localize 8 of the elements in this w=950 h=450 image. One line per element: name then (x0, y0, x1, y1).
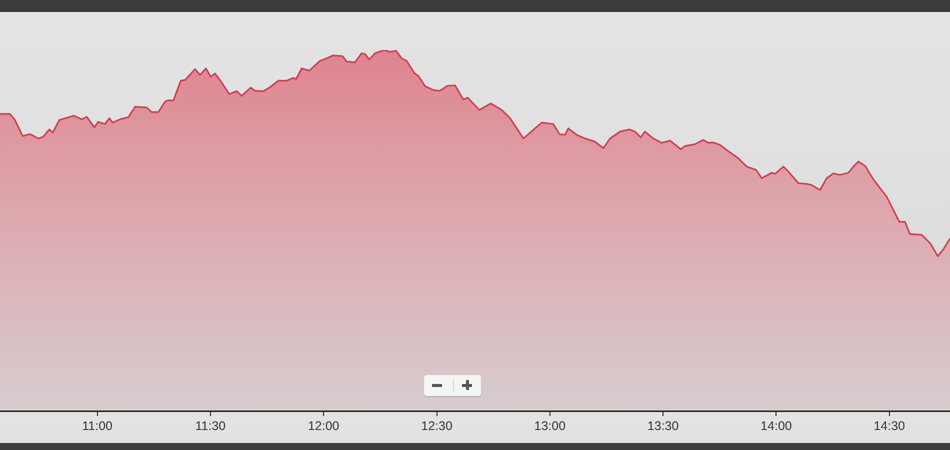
x-tick-label: 12:30 (421, 418, 452, 433)
x-tick-label: 11:00 (82, 418, 113, 433)
x-tick-label: 13:30 (647, 418, 679, 433)
x-tick-label: 14:00 (760, 418, 792, 433)
x-tick-label: 14:30 (874, 418, 906, 433)
x-tick-label: 13:00 (534, 418, 566, 433)
x-tick-label: 11:30 (195, 418, 226, 433)
x-tick-label: 12:00 (308, 418, 340, 433)
